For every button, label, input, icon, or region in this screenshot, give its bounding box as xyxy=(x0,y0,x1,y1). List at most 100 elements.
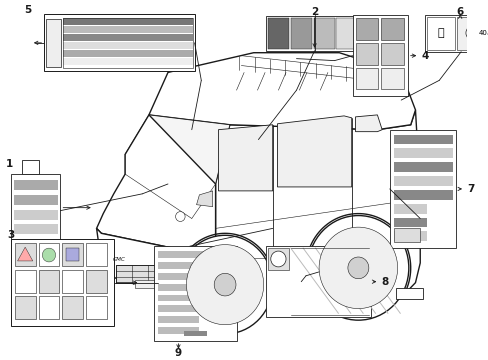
Bar xyxy=(14,180,58,190)
Text: 3: 3 xyxy=(7,230,14,240)
Polygon shape xyxy=(218,125,272,191)
Circle shape xyxy=(214,273,236,296)
Bar xyxy=(157,316,199,323)
Bar xyxy=(355,43,378,64)
Bar xyxy=(157,327,199,334)
Bar xyxy=(393,148,452,158)
Bar xyxy=(157,294,231,301)
Bar xyxy=(63,18,192,25)
Bar xyxy=(46,19,61,67)
Bar xyxy=(393,190,452,200)
Bar xyxy=(265,16,363,51)
Bar xyxy=(15,297,36,319)
Bar xyxy=(63,34,192,41)
Bar xyxy=(381,68,403,89)
Bar xyxy=(134,280,155,288)
Bar xyxy=(62,270,83,293)
Bar xyxy=(267,248,288,270)
Bar xyxy=(355,68,378,89)
Bar xyxy=(11,239,114,326)
Bar xyxy=(157,273,231,280)
Bar xyxy=(39,297,60,319)
Bar xyxy=(14,224,58,234)
Bar xyxy=(336,18,357,49)
Text: 9: 9 xyxy=(175,348,182,358)
Bar xyxy=(412,164,417,182)
Bar xyxy=(86,270,107,293)
Bar xyxy=(63,26,192,33)
Bar xyxy=(157,305,231,312)
Bar xyxy=(14,210,58,220)
Bar xyxy=(22,160,40,174)
Polygon shape xyxy=(125,115,229,184)
Bar xyxy=(393,176,452,186)
Bar xyxy=(424,15,488,52)
Circle shape xyxy=(177,235,272,334)
Bar xyxy=(63,42,192,49)
Bar xyxy=(426,17,454,50)
Bar xyxy=(157,251,231,258)
Bar xyxy=(393,231,426,241)
Bar xyxy=(393,217,426,228)
Bar xyxy=(186,266,215,284)
Bar xyxy=(11,174,61,241)
Bar xyxy=(381,18,403,40)
Text: 5: 5 xyxy=(24,5,32,15)
Circle shape xyxy=(42,248,56,262)
Bar xyxy=(115,265,177,283)
Bar xyxy=(153,246,237,341)
Circle shape xyxy=(347,257,368,279)
Bar xyxy=(39,243,60,266)
Text: GMC: GMC xyxy=(113,257,125,262)
Bar xyxy=(86,297,107,319)
Bar xyxy=(265,246,370,317)
Bar xyxy=(267,18,288,49)
Bar xyxy=(393,162,452,172)
Bar xyxy=(15,270,36,293)
Polygon shape xyxy=(355,115,382,132)
Circle shape xyxy=(270,251,285,267)
Bar xyxy=(157,284,231,291)
Bar xyxy=(63,50,192,57)
Circle shape xyxy=(307,216,408,320)
Bar xyxy=(393,135,452,144)
Text: 1: 1 xyxy=(6,159,13,169)
Text: 7: 7 xyxy=(466,184,473,194)
Bar xyxy=(62,297,83,319)
Text: 40ₓ: 40ₓ xyxy=(478,30,488,36)
Circle shape xyxy=(175,212,185,221)
Circle shape xyxy=(469,30,474,36)
Circle shape xyxy=(186,244,263,325)
Polygon shape xyxy=(196,191,212,207)
Text: 2: 2 xyxy=(310,7,318,17)
Text: 6: 6 xyxy=(456,7,463,17)
Polygon shape xyxy=(149,53,415,130)
Bar xyxy=(290,18,311,49)
Bar xyxy=(63,18,192,68)
Polygon shape xyxy=(97,115,215,253)
Bar xyxy=(355,18,378,40)
Bar xyxy=(412,189,419,233)
Bar xyxy=(86,243,107,266)
Polygon shape xyxy=(277,116,351,187)
Text: 8: 8 xyxy=(381,277,388,287)
Bar xyxy=(62,243,83,266)
Bar xyxy=(157,262,231,269)
Bar xyxy=(396,288,422,300)
Polygon shape xyxy=(97,228,215,289)
Bar xyxy=(393,228,419,242)
Text: 🏆: 🏆 xyxy=(437,28,444,38)
Circle shape xyxy=(465,26,478,40)
Bar xyxy=(381,43,403,64)
Bar xyxy=(63,58,192,64)
Polygon shape xyxy=(172,110,419,305)
Bar xyxy=(184,331,206,336)
Bar xyxy=(313,18,334,49)
Bar xyxy=(352,15,407,96)
Bar xyxy=(456,17,488,50)
Bar xyxy=(393,204,426,213)
Bar xyxy=(14,195,58,205)
Bar xyxy=(389,130,455,248)
Polygon shape xyxy=(18,247,33,261)
Bar xyxy=(39,270,60,293)
